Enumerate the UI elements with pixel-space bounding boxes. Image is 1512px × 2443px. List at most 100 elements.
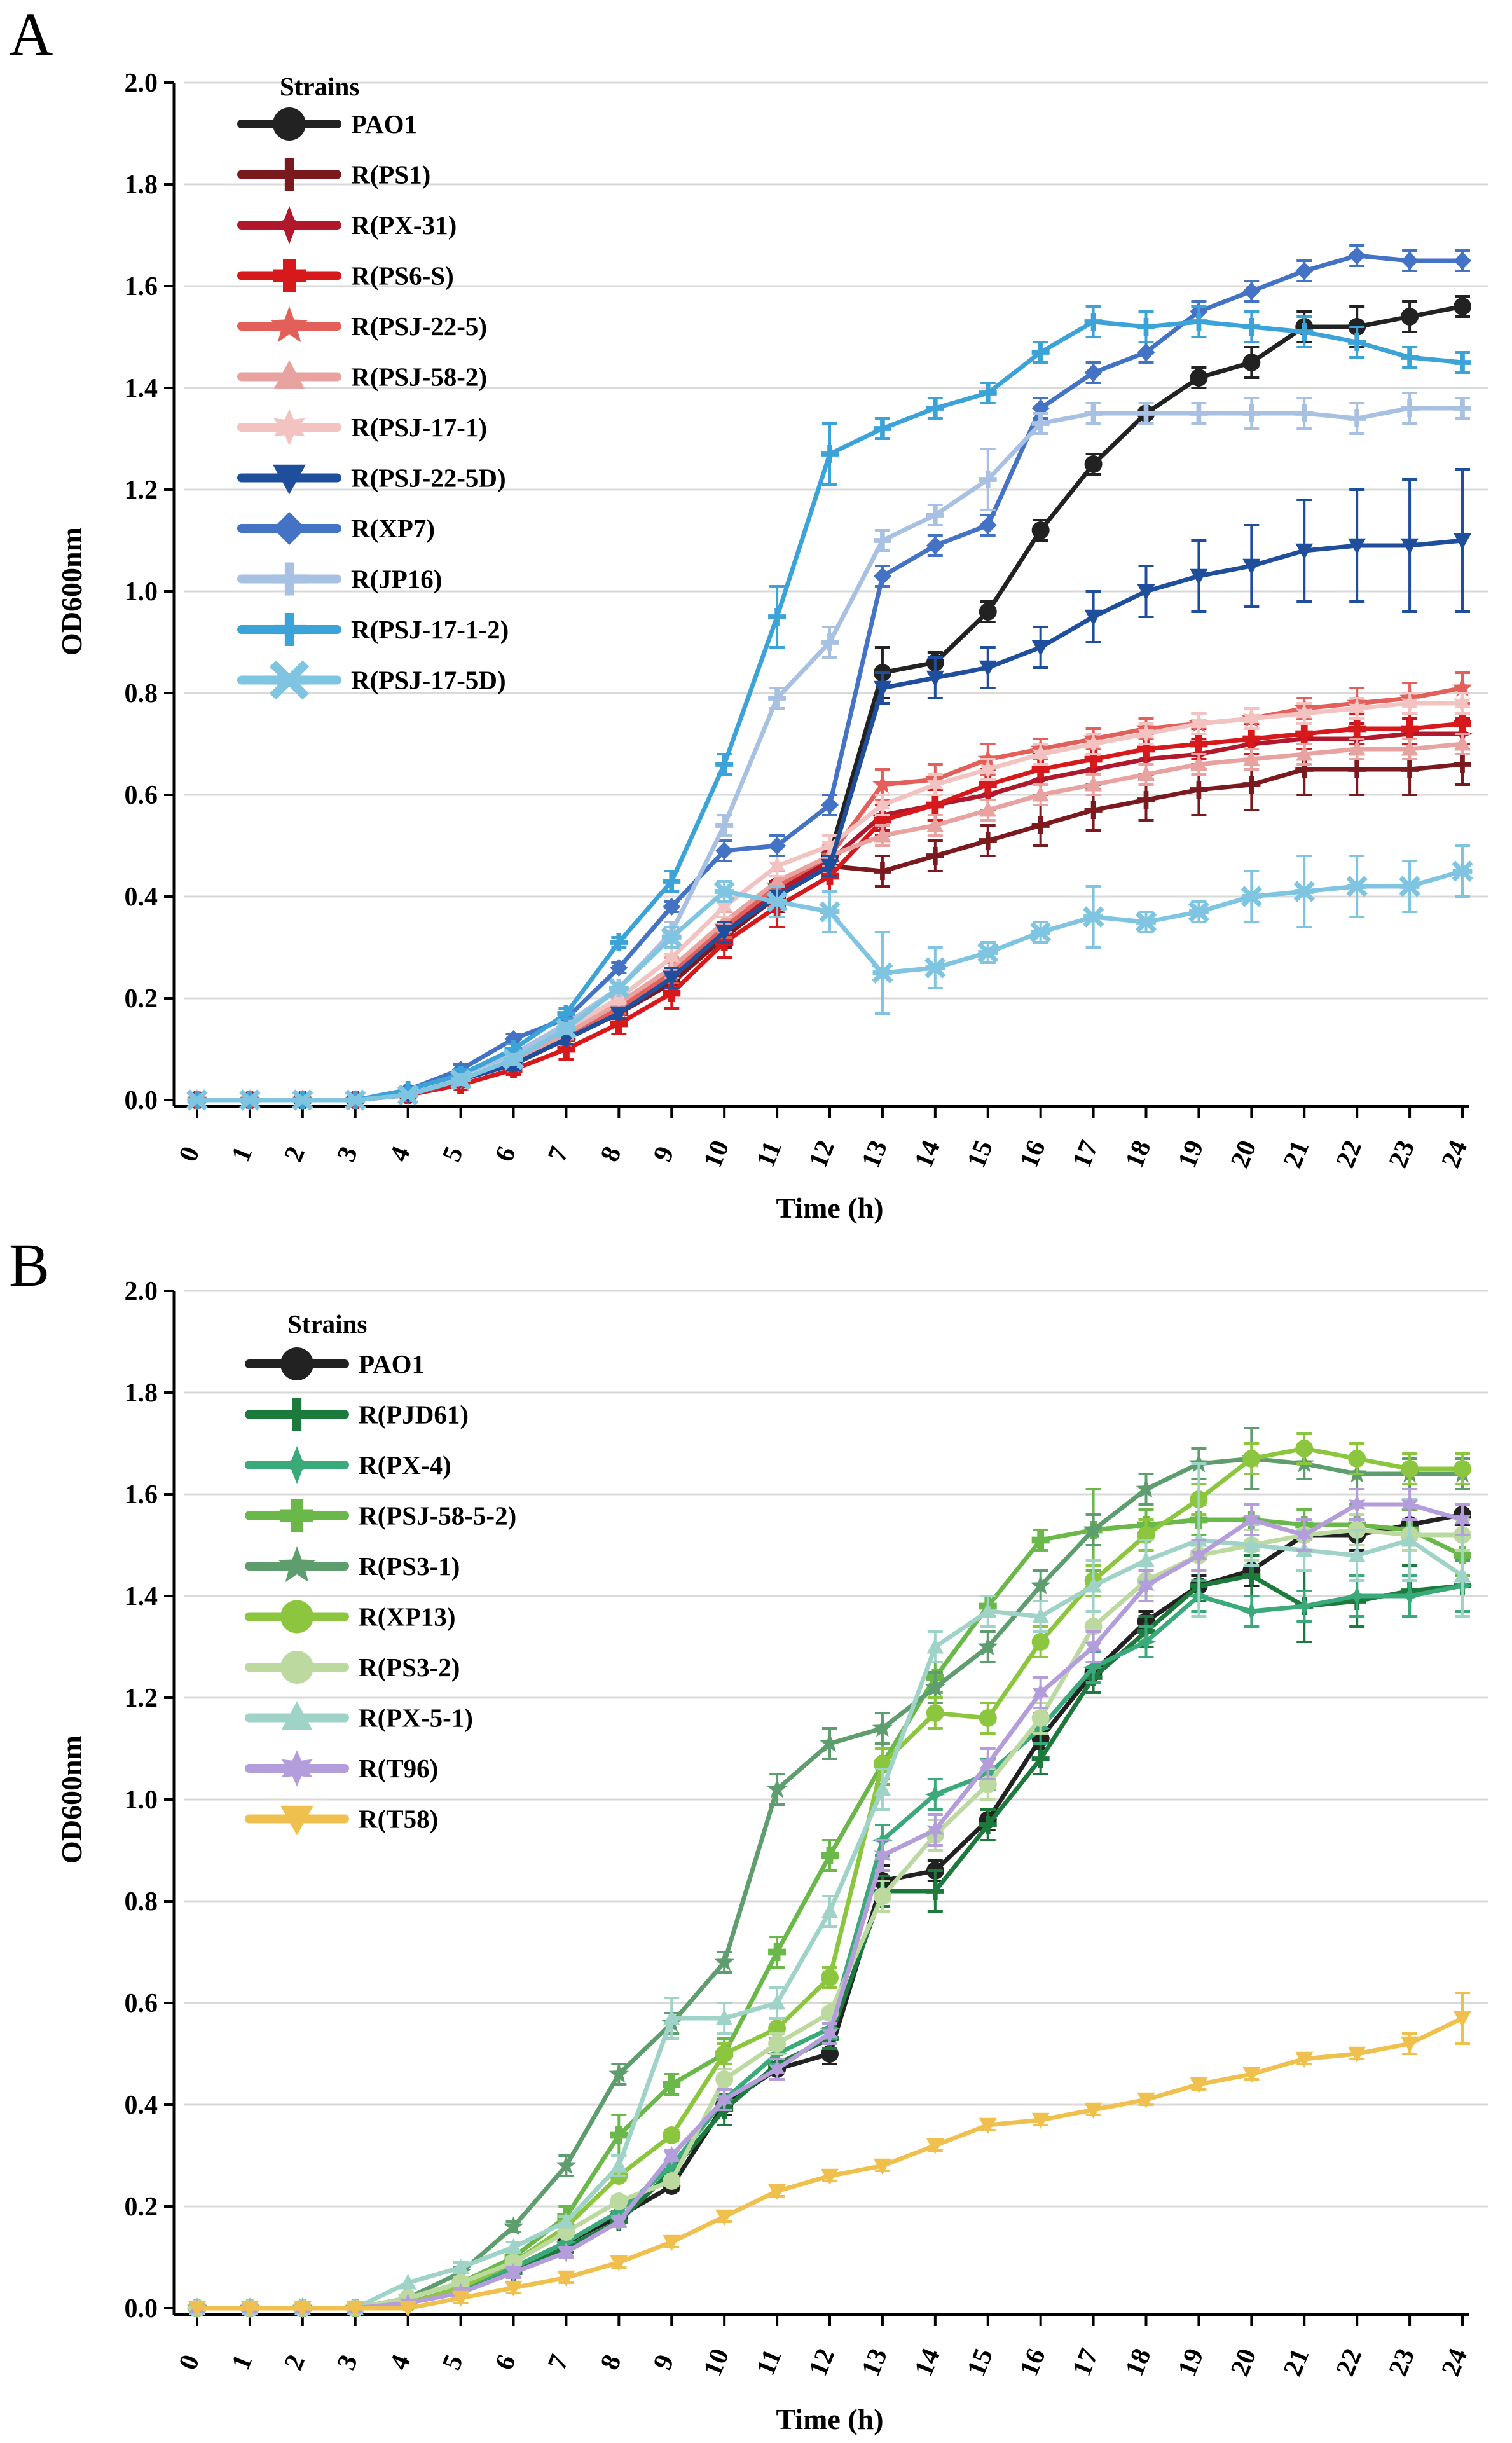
data-point <box>1454 1460 1471 1478</box>
legend-marker <box>281 1750 313 1787</box>
x-tick-label: 11 <box>751 1137 788 1171</box>
data-point <box>1243 708 1260 729</box>
data-point <box>1190 713 1207 734</box>
data-point <box>1399 1585 1420 1607</box>
data-point <box>874 795 891 815</box>
data-point <box>1454 715 1471 733</box>
legend-entry-r-psj-17-1: R(PSJ-17-1) <box>237 409 487 446</box>
legend-marker <box>281 1701 313 1730</box>
legend-marker <box>280 1651 313 1684</box>
legend-entry-pao1: PAO1 <box>245 1347 425 1380</box>
data-point <box>1295 2051 1314 2068</box>
legend-label: R(PX-5-1) <box>359 1703 473 1733</box>
data-point <box>768 872 786 888</box>
data-point <box>1454 252 1471 270</box>
x-tick-label: 14 <box>909 2344 946 2380</box>
x-tick-label: 1 <box>226 2351 259 2374</box>
data-point <box>505 2262 522 2283</box>
data-point <box>1401 308 1419 326</box>
data-point <box>715 755 734 773</box>
legend-marker <box>273 259 306 292</box>
data-point <box>610 2157 628 2173</box>
legend-marker <box>270 306 308 343</box>
data-point <box>1084 404 1103 422</box>
y-tick-label: 1.4 <box>125 374 158 403</box>
data-point <box>1348 740 1366 756</box>
data-point <box>767 1779 788 1798</box>
legend-marker <box>273 512 306 545</box>
data-point <box>1348 409 1366 427</box>
data-point <box>819 901 841 923</box>
data-point <box>873 680 891 697</box>
y-tick-label: 1.8 <box>125 170 158 200</box>
data-point <box>713 881 735 902</box>
x-tick-label: 8 <box>595 2351 628 2374</box>
data-point <box>1032 786 1049 802</box>
data-point <box>1084 313 1103 331</box>
data-point <box>1348 538 1366 554</box>
x-tick-label: 9 <box>648 2351 680 2374</box>
data-point <box>663 2075 681 2093</box>
x-tick-label: 0 <box>174 1143 206 1166</box>
data-point <box>1190 755 1207 771</box>
y-tick-label: 0.2 <box>125 984 158 1014</box>
data-point <box>1032 1683 1049 1703</box>
data-point <box>239 1089 261 1111</box>
data-point <box>610 2126 628 2144</box>
panel-b-axes <box>164 1290 1469 2326</box>
data-point <box>924 957 946 979</box>
legend-entry-r-ps3-1: R(PS3-1) <box>245 1546 460 1583</box>
legend-marker <box>280 1398 313 1431</box>
data-point <box>503 2216 524 2236</box>
legend-label: R(PS1) <box>351 160 430 189</box>
y-tick-label: 1.2 <box>125 476 158 505</box>
data-point <box>1242 282 1261 300</box>
x-tick-label: 24 <box>1436 1136 1473 1172</box>
data-point <box>979 832 997 850</box>
data-point <box>663 2145 680 2166</box>
data-point <box>926 847 944 865</box>
data-point <box>977 1636 998 1656</box>
data-point <box>1454 399 1471 417</box>
data-point <box>1137 404 1155 422</box>
data-point <box>874 827 891 843</box>
x-tick-label: 3 <box>331 2351 364 2374</box>
data-point <box>1190 568 1208 585</box>
data-point <box>1190 2077 1208 2093</box>
x-tick-label: 2 <box>279 1143 312 1166</box>
data-point <box>1032 744 1049 764</box>
data-point <box>556 2155 577 2175</box>
y-tick-label: 0.8 <box>125 1887 158 1917</box>
legend-entry-r-ps3-2: R(PS3-2) <box>245 1651 460 1684</box>
data-point <box>979 471 997 488</box>
data-point <box>768 2035 787 2053</box>
data-point <box>450 1069 472 1091</box>
data-point <box>873 2158 891 2175</box>
legend-entry-r-psj-22-5: R(PSJ-22-5) <box>237 306 487 343</box>
data-point <box>1348 698 1366 719</box>
data-point <box>556 2231 577 2253</box>
data-point <box>820 1733 840 1752</box>
legend-label: R(PSJ-22-5) <box>351 312 487 341</box>
data-point <box>1401 720 1419 738</box>
data-point <box>1190 781 1208 799</box>
data-point <box>1295 1525 1313 1545</box>
data-point <box>1242 354 1261 371</box>
legend-marker <box>273 613 306 646</box>
data-point <box>768 608 787 626</box>
data-point <box>873 1887 891 1905</box>
data-point <box>1454 533 1471 549</box>
legend-marker <box>273 464 306 495</box>
data-point <box>1242 404 1261 422</box>
data-point <box>1190 735 1208 753</box>
x-tick-label: 6 <box>490 1143 522 1166</box>
data-point <box>1243 1536 1260 1552</box>
x-tick-label: 15 <box>962 2344 999 2380</box>
legend-marker <box>273 562 306 596</box>
x-tick-label: 20 <box>1225 1136 1262 1172</box>
y-tick-label: 1.8 <box>125 1379 158 1408</box>
x-tick-label: 22 <box>1331 1136 1368 1172</box>
data-point <box>610 988 628 1008</box>
legend-entry-r-psj-58-2: R(PSJ-58-2) <box>237 360 487 392</box>
